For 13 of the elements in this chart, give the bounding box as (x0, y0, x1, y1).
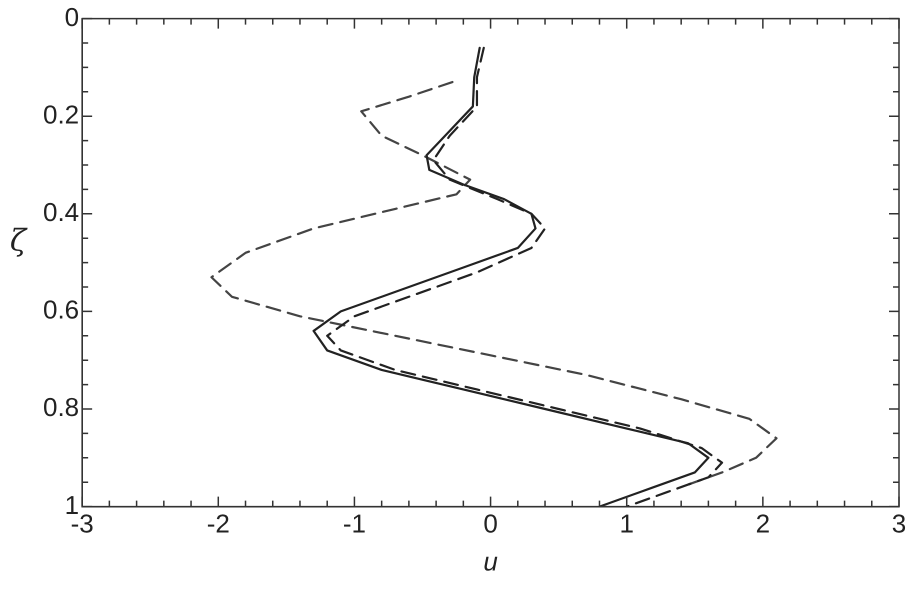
x-tick-label: -1 (342, 508, 366, 538)
x-tick-label: -2 (206, 508, 230, 538)
y-tick-label: 0 (64, 2, 80, 32)
x-tick-label: 0 (483, 508, 498, 538)
y-tick-label: 0.8 (42, 392, 80, 422)
x-axis-title: u (483, 546, 498, 577)
x-tick-label: 1 (619, 508, 634, 538)
y-tick-label: 0.6 (42, 294, 80, 325)
x-tick-label: 2 (756, 508, 770, 538)
y-tick-label: 0.4 (42, 196, 80, 227)
x-tick-label: 3 (892, 508, 906, 538)
y-tick-label: 0.2 (42, 99, 80, 130)
y-axis-title: ζ (10, 223, 28, 258)
